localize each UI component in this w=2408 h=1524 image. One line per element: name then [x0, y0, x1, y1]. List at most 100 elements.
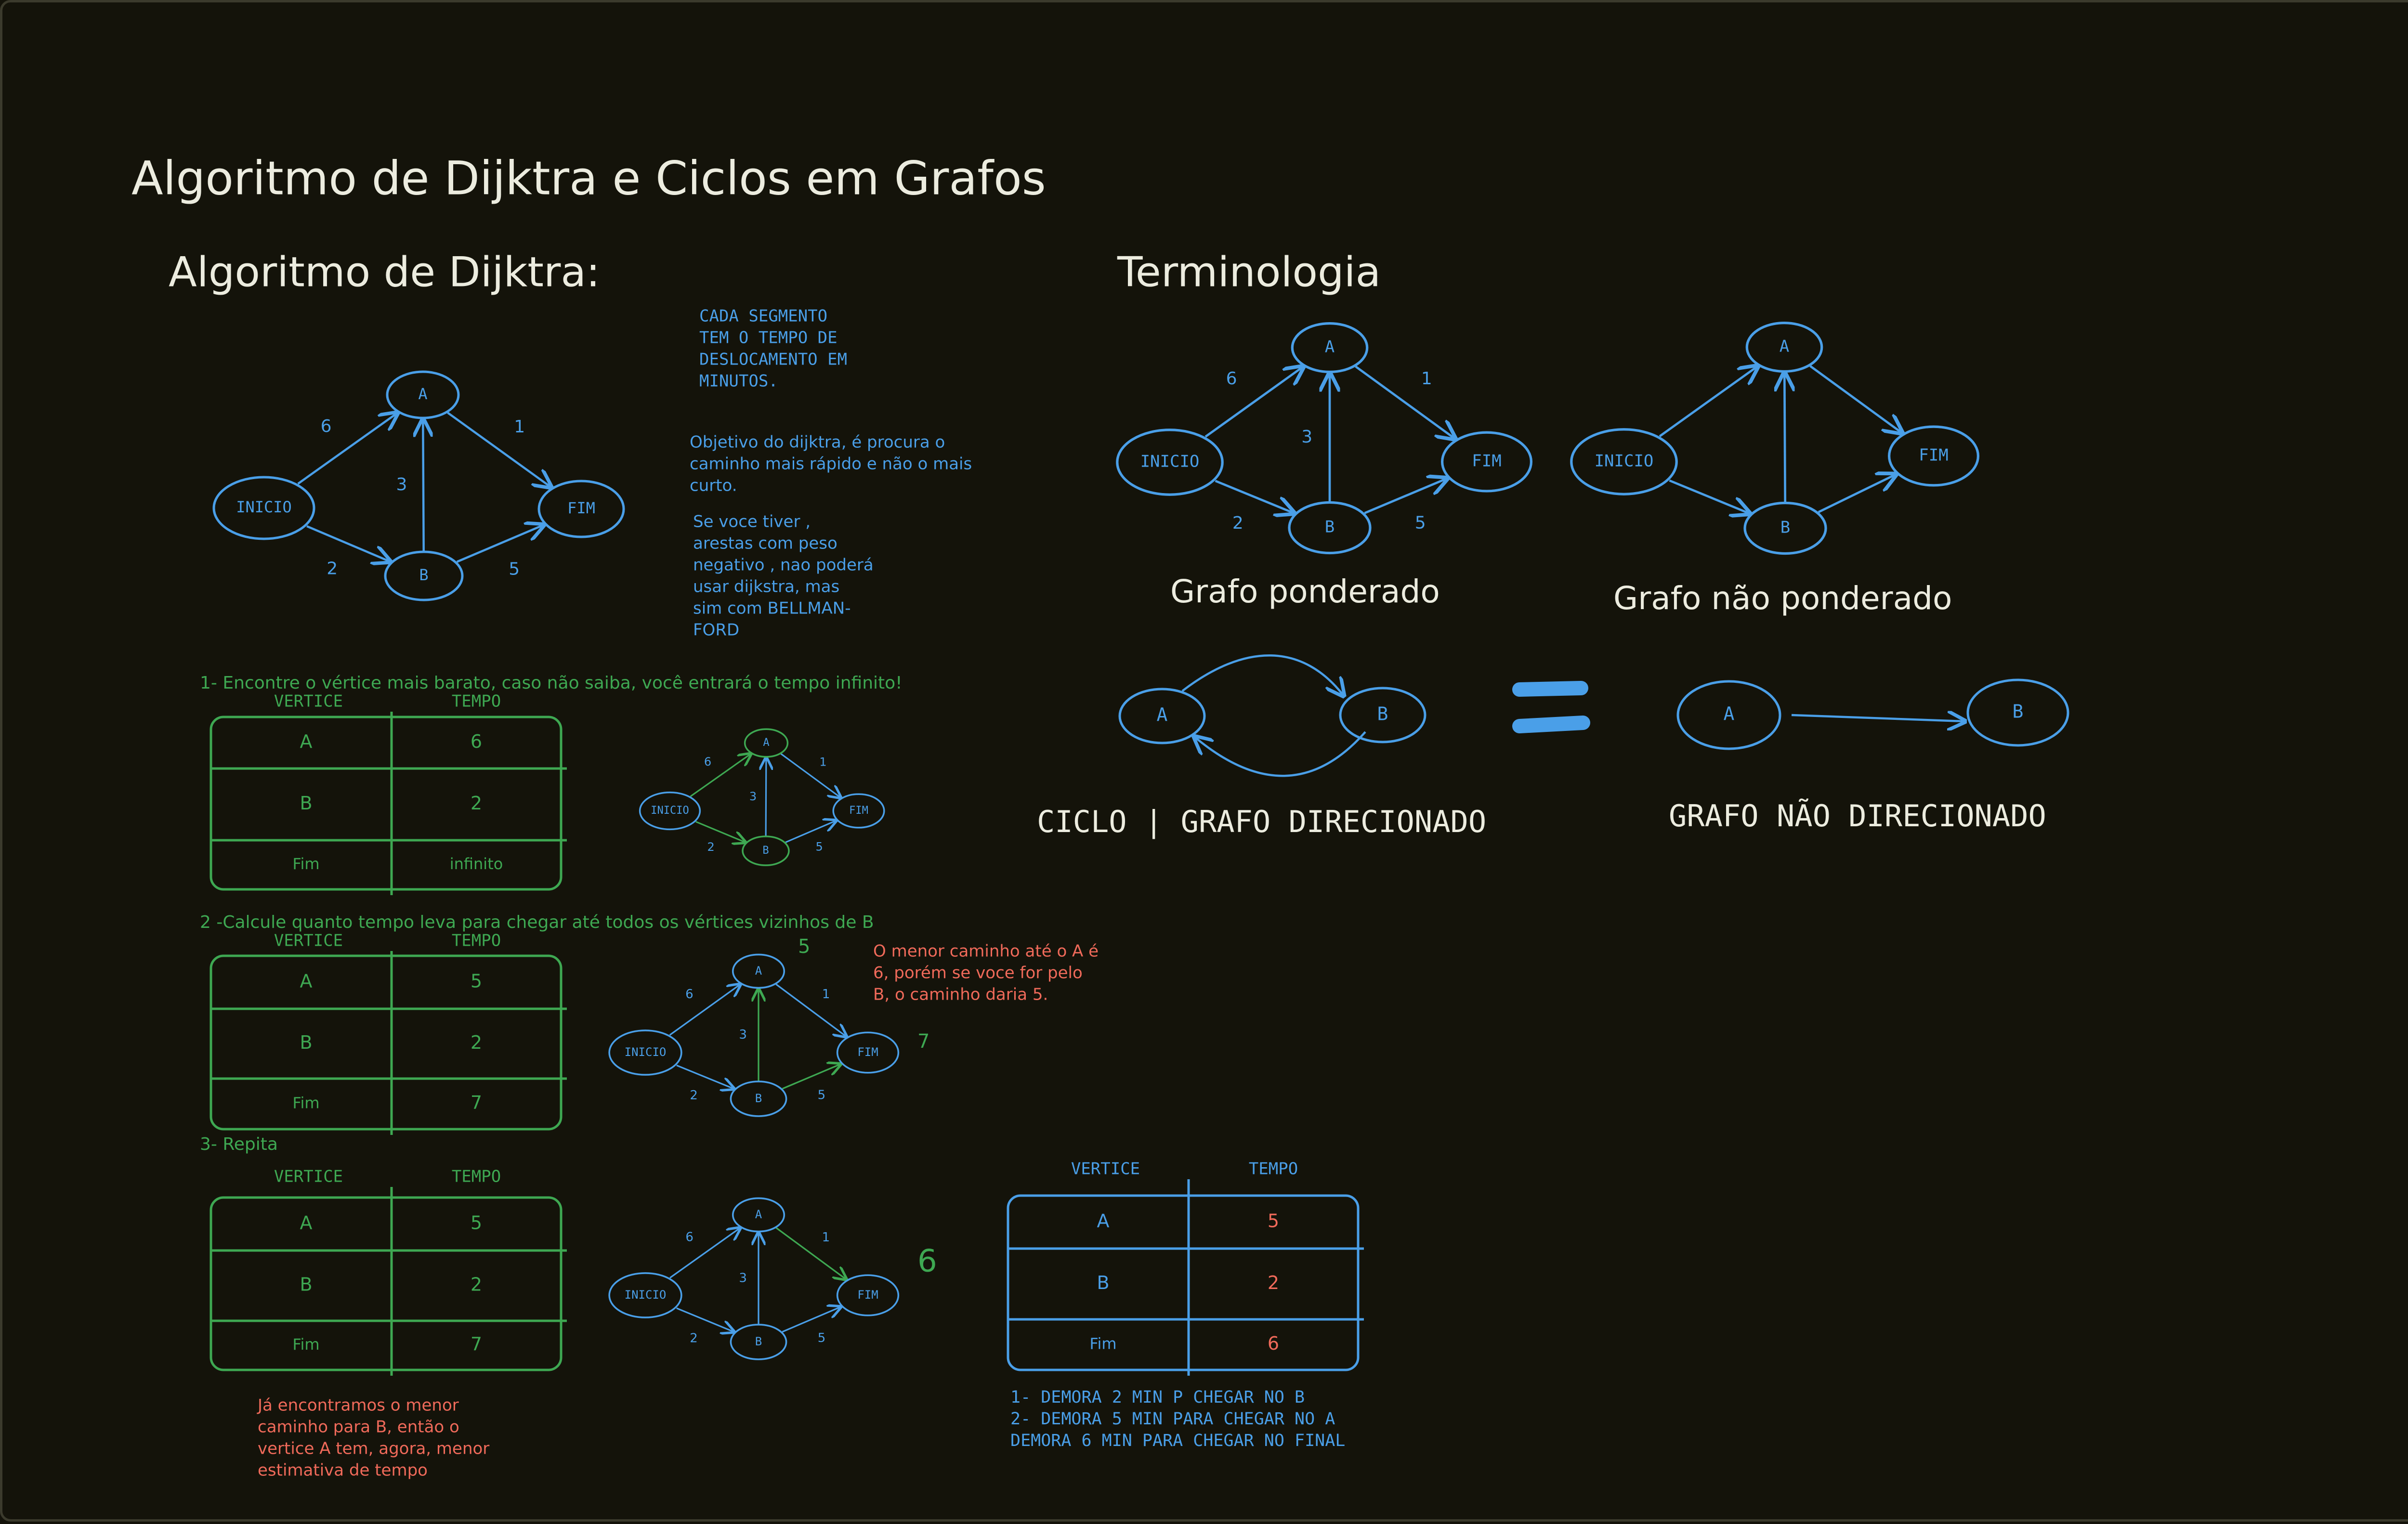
edge-a-end	[780, 753, 841, 797]
note-segment: CADA SEGMENTO TEM O TEMPO DE DESLOCAMENT…	[699, 307, 847, 391]
edge-start-a	[669, 1228, 740, 1279]
undirected-graph: A B	[1676, 678, 2069, 750]
weight-start-a: 6	[321, 417, 332, 436]
table-cell-time: 7	[471, 1334, 482, 1355]
node-start-label: INICIO	[651, 805, 689, 817]
node-b	[742, 835, 790, 866]
edge-start-a	[297, 413, 397, 485]
weight-start-a: 6	[685, 987, 694, 1002]
node-end	[832, 793, 885, 829]
edge-start-b	[1669, 479, 1749, 513]
edge-start-b	[1215, 480, 1294, 513]
edge-start-a	[690, 754, 751, 797]
cycle-node-b	[1339, 687, 1426, 743]
edge-a-end	[1355, 365, 1455, 439]
edge-b-end	[456, 525, 544, 563]
table-cell-time: 2	[471, 1274, 482, 1295]
table-cell-vertex: A	[1097, 1211, 1110, 1232]
node-start-label: INICIO	[236, 498, 292, 516]
weight-b-a: 3	[739, 1028, 747, 1042]
cycle-node-b-label: B	[1377, 703, 1388, 725]
weight-start-b: 2	[690, 1331, 698, 1345]
table-header-time: TEMPO	[452, 931, 501, 951]
node-b-label: B	[755, 1092, 762, 1105]
edge-a-end	[775, 1227, 847, 1279]
node-end	[1440, 431, 1533, 493]
node-b	[384, 550, 464, 601]
table-header-time: TEMPO	[452, 692, 501, 711]
node-a-label: A	[755, 1208, 762, 1221]
table-cell-vertex: Fim	[292, 1094, 319, 1112]
node-b	[730, 1324, 787, 1360]
edge-start-a	[1659, 366, 1758, 437]
table-header-vertex: VERTICE	[274, 931, 343, 951]
edge-b-end	[1818, 474, 1896, 513]
note-objective-line: caminho mais rápido e não o mais	[690, 455, 972, 474]
node-end	[1887, 425, 1980, 487]
weight-a-end: 1	[819, 755, 826, 769]
cycle-node-a-label: A	[1157, 704, 1168, 726]
edge-start-b	[676, 1065, 734, 1089]
note-segment-line: TEM O TEMPO DE	[699, 328, 838, 348]
terminology-section-title: Terminologia	[1117, 248, 1381, 296]
undirected-node-a	[1676, 680, 1781, 750]
table-cell-time: 2	[471, 793, 482, 814]
distance-tables: VERTICE TEMPO A 6 B 2 Fim infinito VERTICE TEMPO A…	[209, 692, 1364, 1376]
cycle-caption: CICLO | GRAFO DIRECIONADO	[1037, 804, 1486, 840]
equals-bar-top	[1512, 681, 1588, 697]
node-start	[1570, 428, 1678, 495]
table-cell-time: 2	[1268, 1272, 1279, 1293]
step3-annotation-end: 6	[917, 1244, 937, 1279]
undirected-node-b-label: B	[2013, 701, 2024, 722]
weight-b-a: 3	[396, 475, 407, 495]
step1-label: 1- Encontre o vértice mais barato, caso …	[200, 673, 903, 693]
node-b-label: B	[1325, 518, 1335, 537]
weight-a-end: 1	[822, 987, 830, 1002]
weight-start-b: 2	[690, 1088, 698, 1103]
weighted-graph: 6 2 3 1 5 INICIO A B FIM	[1116, 322, 1533, 555]
step2-annotation-end: 7	[917, 1030, 929, 1053]
page-title: Algoritmo de Dijktra e Ciclos em Grafos	[131, 151, 1046, 205]
final-summary-line: 2- DEMORA 5 MIN PARA CHEGAR NO A	[1010, 1409, 1335, 1429]
step2-graph: 6 2 3 1 5 INICIO A B FIM	[608, 953, 900, 1117]
weight-b-end: 5	[509, 560, 520, 579]
weight-a-end: 1	[1421, 369, 1432, 389]
edge-a-end	[447, 412, 551, 487]
node-b-label: B	[755, 1335, 762, 1348]
cycle-edge-bottom	[1194, 731, 1366, 777]
weight-b-end: 5	[818, 1088, 826, 1103]
edge-a-end	[1809, 365, 1902, 433]
node-end-label: FIM	[849, 805, 868, 817]
equals-bar-bottom	[1512, 716, 1590, 733]
note-negative-line: usar dijkstra, mas	[693, 577, 839, 597]
node-b-label: B	[762, 845, 769, 857]
note-negative-line: sim com BELLMAN-	[693, 599, 851, 618]
node-a	[1745, 321, 1823, 373]
table-cell-vertex: B	[300, 1032, 312, 1053]
note-negative-weights: Se voce tiver , arestas com peso negativ…	[693, 512, 874, 640]
final-summary-line: DEMORA 6 MIN PARA CHEGAR NO FINAL	[1010, 1431, 1345, 1450]
table-cell-vertex: Fim	[1089, 1335, 1116, 1353]
node-end-label: FIM	[1472, 452, 1501, 471]
weight-a-end: 1	[514, 417, 525, 437]
weight-start-b: 2	[327, 559, 338, 579]
node-b	[1743, 501, 1827, 555]
step3-table: VERTICE TEMPO A 5 B 2 Fim 7	[209, 1167, 567, 1376]
node-a-label: A	[763, 737, 769, 749]
note-negative-line: arestas com peso	[693, 534, 838, 553]
node-a	[732, 1197, 785, 1233]
unweighted-graph-caption: Grafo não ponderado	[1613, 580, 1952, 617]
edge-start-a	[669, 984, 741, 1036]
weight-b-a: 3	[1301, 427, 1312, 447]
node-start	[608, 1029, 682, 1076]
note-objective-line: curto.	[690, 476, 737, 495]
step2-note-line: 6, porém se voce for pelo	[873, 964, 1083, 983]
note-objective: Objetivo do dijktra, é procura o caminho…	[690, 433, 972, 495]
table-header-vertex: VERTICE	[274, 1167, 343, 1186]
node-b	[1288, 501, 1372, 555]
node-a-label: A	[418, 385, 427, 403]
note-negative-line: negativo , nao poderá	[693, 556, 874, 575]
node-start-label: INICIO	[1140, 452, 1200, 471]
edge-b-a	[1784, 373, 1785, 502]
